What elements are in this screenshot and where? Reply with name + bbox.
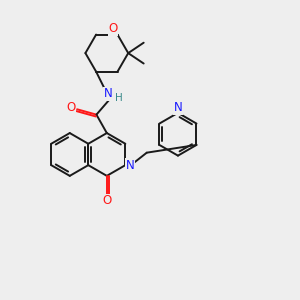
Text: N: N — [104, 87, 113, 100]
Text: N: N — [125, 159, 134, 172]
Text: O: O — [102, 194, 111, 207]
Text: N: N — [174, 101, 182, 114]
Text: H: H — [115, 93, 123, 103]
Text: O: O — [108, 22, 118, 35]
Text: O: O — [66, 101, 75, 114]
